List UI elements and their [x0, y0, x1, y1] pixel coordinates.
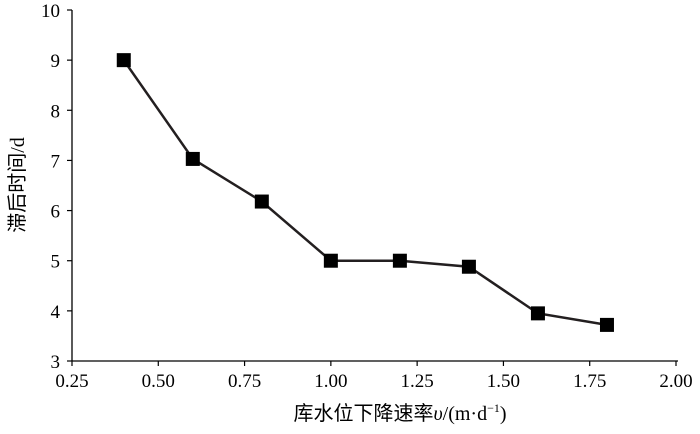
data-point [116, 53, 131, 68]
y-tick-label: 4 [51, 302, 61, 323]
data-point [530, 306, 545, 321]
y-tick-label: 6 [51, 202, 61, 223]
data-point [254, 194, 269, 209]
x-tick-label: 1.00 [314, 371, 347, 392]
data-point [185, 151, 200, 166]
data-point [599, 317, 614, 332]
x-tick-label: 1.75 [573, 371, 606, 392]
data-point [461, 259, 476, 274]
x-tick-label: 0.25 [55, 371, 88, 392]
data-point [323, 253, 338, 268]
x-tick-label: 0.75 [228, 371, 261, 392]
x-tick-label: 1.50 [487, 371, 520, 392]
y-tick-label: 10 [41, 1, 60, 22]
data-point [392, 253, 407, 268]
y-tick-label: 3 [51, 352, 61, 373]
y-tick-label: 5 [51, 252, 61, 273]
y-axis-label: 滞后时间/d [6, 137, 29, 233]
data-marks [116, 53, 614, 332]
axes: 0.25 0.50 0.75 1.00 1.25 1.50 1.75 2.00 3 4 5 6 7 8 9 1… [41, 1, 693, 392]
x-tick-label: 1.25 [401, 371, 434, 392]
x-axis-label: 库水位下降速率υ/(m·d−1) [293, 401, 506, 425]
y-tick-label: 8 [51, 101, 61, 122]
x-tick-label: 0.50 [142, 371, 175, 392]
y-tick-label: 7 [51, 151, 61, 172]
x-tick-label: 2.00 [659, 371, 692, 392]
y-tick-label: 9 [51, 51, 61, 72]
series-line [122, 59, 608, 327]
